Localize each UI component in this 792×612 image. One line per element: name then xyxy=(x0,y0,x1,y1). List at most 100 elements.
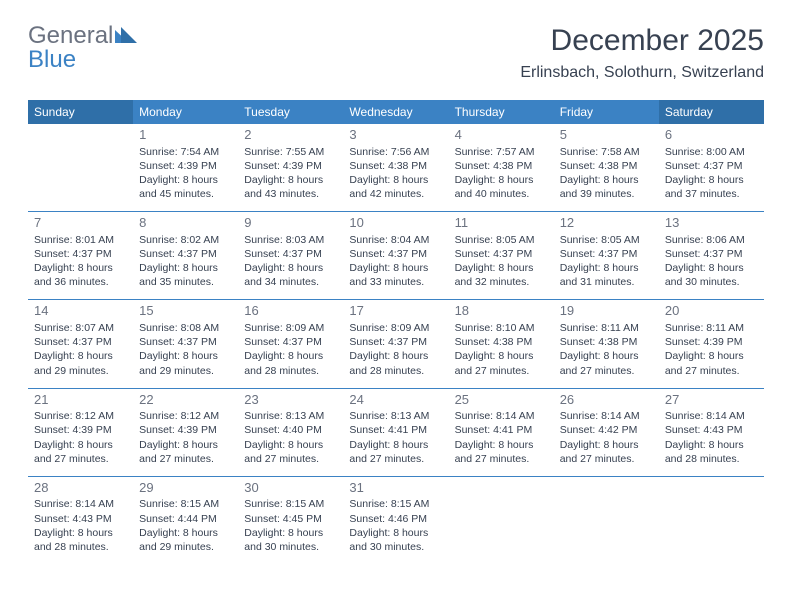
day-number: 2 xyxy=(244,126,337,144)
daylight-text: Daylight: 8 hours xyxy=(349,173,442,187)
calendar-cell: 10Sunrise: 8:04 AMSunset: 4:37 PMDayligh… xyxy=(343,212,448,300)
day-number: 1 xyxy=(139,126,232,144)
day-number: 14 xyxy=(34,302,127,320)
day-number: 22 xyxy=(139,391,232,409)
day-number: 23 xyxy=(244,391,337,409)
sunset-text: Sunset: 4:37 PM xyxy=(665,247,758,261)
sunset-text: Sunset: 4:39 PM xyxy=(139,423,232,437)
day-number: 27 xyxy=(665,391,758,409)
daylight-text: and 31 minutes. xyxy=(560,275,653,289)
daylight-text: Daylight: 8 hours xyxy=(665,173,758,187)
day-number: 25 xyxy=(455,391,548,409)
day-number: 11 xyxy=(455,214,548,232)
calendar-cell: 1Sunrise: 7:54 AMSunset: 4:39 PMDaylight… xyxy=(133,124,238,212)
day-number: 20 xyxy=(665,302,758,320)
calendar-cell: 24Sunrise: 8:13 AMSunset: 4:41 PMDayligh… xyxy=(343,388,448,476)
sunset-text: Sunset: 4:37 PM xyxy=(244,335,337,349)
col-thursday: Thursday xyxy=(449,100,554,124)
daylight-text: and 29 minutes. xyxy=(139,364,232,378)
logo-word1: General xyxy=(28,22,113,49)
calendar-cell: 25Sunrise: 8:14 AMSunset: 4:41 PMDayligh… xyxy=(449,388,554,476)
sunset-text: Sunset: 4:37 PM xyxy=(244,247,337,261)
day-number: 31 xyxy=(349,479,442,497)
daylight-text: Daylight: 8 hours xyxy=(34,526,127,540)
calendar-cell: 7Sunrise: 8:01 AMSunset: 4:37 PMDaylight… xyxy=(28,212,133,300)
sunrise-text: Sunrise: 8:08 AM xyxy=(139,321,232,335)
calendar-cell: 14Sunrise: 8:07 AMSunset: 4:37 PMDayligh… xyxy=(28,300,133,388)
calendar-cell xyxy=(659,476,764,564)
sunrise-text: Sunrise: 8:01 AM xyxy=(34,233,127,247)
sunrise-text: Sunrise: 7:56 AM xyxy=(349,145,442,159)
daylight-text: and 28 minutes. xyxy=(34,540,127,554)
calendar-cell: 11Sunrise: 8:05 AMSunset: 4:37 PMDayligh… xyxy=(449,212,554,300)
sunrise-text: Sunrise: 8:04 AM xyxy=(349,233,442,247)
calendar-cell: 30Sunrise: 8:15 AMSunset: 4:45 PMDayligh… xyxy=(238,476,343,564)
daylight-text: Daylight: 8 hours xyxy=(34,261,127,275)
calendar-cell: 4Sunrise: 7:57 AMSunset: 4:38 PMDaylight… xyxy=(449,124,554,212)
day-number: 3 xyxy=(349,126,442,144)
daylight-text: and 32 minutes. xyxy=(455,275,548,289)
sunrise-text: Sunrise: 8:12 AM xyxy=(139,409,232,423)
daylight-text: Daylight: 8 hours xyxy=(349,526,442,540)
day-number: 29 xyxy=(139,479,232,497)
calendar-cell: 31Sunrise: 8:15 AMSunset: 4:46 PMDayligh… xyxy=(343,476,448,564)
calendar-cell: 17Sunrise: 8:09 AMSunset: 4:37 PMDayligh… xyxy=(343,300,448,388)
sunrise-text: Sunrise: 8:14 AM xyxy=(34,497,127,511)
calendar-cell xyxy=(28,124,133,212)
sunrise-text: Sunrise: 8:14 AM xyxy=(665,409,758,423)
daylight-text: Daylight: 8 hours xyxy=(244,526,337,540)
day-number: 8 xyxy=(139,214,232,232)
calendar-cell: 23Sunrise: 8:13 AMSunset: 4:40 PMDayligh… xyxy=(238,388,343,476)
sunset-text: Sunset: 4:38 PM xyxy=(349,159,442,173)
calendar-row: 28Sunrise: 8:14 AMSunset: 4:43 PMDayligh… xyxy=(28,476,764,564)
daylight-text: Daylight: 8 hours xyxy=(560,438,653,452)
header: General Blue December 2025 Erlinsbach, S… xyxy=(28,24,764,82)
daylight-text: and 27 minutes. xyxy=(455,452,548,466)
daylight-text: Daylight: 8 hours xyxy=(244,261,337,275)
sunset-text: Sunset: 4:44 PM xyxy=(139,512,232,526)
sunrise-text: Sunrise: 8:13 AM xyxy=(349,409,442,423)
calendar-row: 14Sunrise: 8:07 AMSunset: 4:37 PMDayligh… xyxy=(28,300,764,388)
day-number: 30 xyxy=(244,479,337,497)
day-number: 7 xyxy=(34,214,127,232)
sunset-text: Sunset: 4:46 PM xyxy=(349,512,442,526)
day-number: 6 xyxy=(665,126,758,144)
calendar-cell: 9Sunrise: 8:03 AMSunset: 4:37 PMDaylight… xyxy=(238,212,343,300)
sunset-text: Sunset: 4:37 PM xyxy=(34,335,127,349)
daylight-text: and 27 minutes. xyxy=(34,452,127,466)
sunrise-text: Sunrise: 8:14 AM xyxy=(455,409,548,423)
sunrise-text: Sunrise: 8:03 AM xyxy=(244,233,337,247)
sunrise-text: Sunrise: 8:15 AM xyxy=(349,497,442,511)
sunrise-text: Sunrise: 7:54 AM xyxy=(139,145,232,159)
sunset-text: Sunset: 4:45 PM xyxy=(244,512,337,526)
calendar-cell: 20Sunrise: 8:11 AMSunset: 4:39 PMDayligh… xyxy=(659,300,764,388)
sunrise-text: Sunrise: 8:11 AM xyxy=(560,321,653,335)
daylight-text: and 28 minutes. xyxy=(244,364,337,378)
daylight-text: Daylight: 8 hours xyxy=(244,349,337,363)
month-title: December 2025 xyxy=(520,24,764,58)
calendar-cell: 26Sunrise: 8:14 AMSunset: 4:42 PMDayligh… xyxy=(554,388,659,476)
daylight-text: Daylight: 8 hours xyxy=(349,261,442,275)
calendar-cell: 15Sunrise: 8:08 AMSunset: 4:37 PMDayligh… xyxy=(133,300,238,388)
daylight-text: Daylight: 8 hours xyxy=(665,261,758,275)
day-number: 19 xyxy=(560,302,653,320)
sunrise-text: Sunrise: 8:15 AM xyxy=(139,497,232,511)
daylight-text: Daylight: 8 hours xyxy=(560,173,653,187)
daylight-text: Daylight: 8 hours xyxy=(665,438,758,452)
daylight-text: Daylight: 8 hours xyxy=(139,438,232,452)
daylight-text: and 43 minutes. xyxy=(244,187,337,201)
daylight-text: and 33 minutes. xyxy=(349,275,442,289)
daylight-text: and 30 minutes. xyxy=(244,540,337,554)
sunrise-text: Sunrise: 8:06 AM xyxy=(665,233,758,247)
day-number: 18 xyxy=(455,302,548,320)
calendar-cell: 6Sunrise: 8:00 AMSunset: 4:37 PMDaylight… xyxy=(659,124,764,212)
day-number: 17 xyxy=(349,302,442,320)
sunset-text: Sunset: 4:39 PM xyxy=(244,159,337,173)
sunset-text: Sunset: 4:37 PM xyxy=(560,247,653,261)
daylight-text: and 37 minutes. xyxy=(665,187,758,201)
logo-triangle-icon xyxy=(115,27,137,47)
calendar-cell: 19Sunrise: 8:11 AMSunset: 4:38 PMDayligh… xyxy=(554,300,659,388)
day-number: 24 xyxy=(349,391,442,409)
daylight-text: and 36 minutes. xyxy=(34,275,127,289)
calendar-cell: 13Sunrise: 8:06 AMSunset: 4:37 PMDayligh… xyxy=(659,212,764,300)
